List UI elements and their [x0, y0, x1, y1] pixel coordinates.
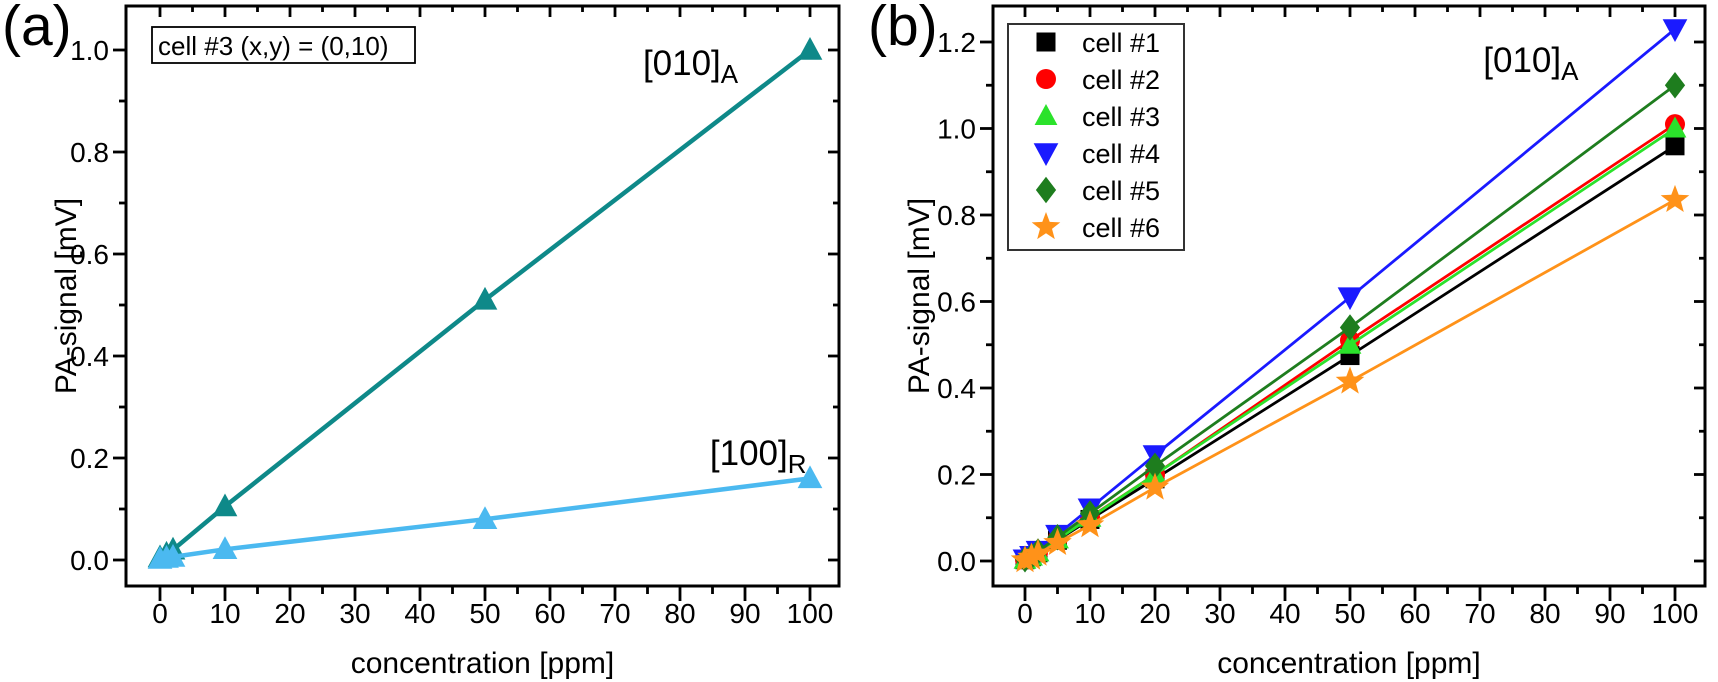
legend-marker-square [1036, 32, 1056, 52]
y-tick-label: 1.0 [70, 35, 109, 66]
y-axis-title: PA-signal [mV] [50, 198, 83, 394]
x-tick-label: 60 [1399, 598, 1430, 629]
x-tick-label: 90 [1594, 598, 1625, 629]
legend-label: cell #3 [1082, 102, 1160, 132]
chart-panel-a: 0 10 20 30 40 50 60 70 80 90 100 0.0 0.2 0.4 0.6 0.8 1.0… [50, 4, 841, 680]
data-point-cell-5 [1664, 72, 1686, 99]
annotation-box [151, 26, 416, 64]
data-point-010 [472, 286, 498, 310]
x-tick-label: 60 [534, 598, 565, 629]
x-tick-label: 80 [664, 598, 695, 629]
data-point-cell-3 [1338, 332, 1362, 354]
y-tick-label: 0.8 [70, 137, 109, 168]
x-axis-title: concentration [ppm] [351, 647, 614, 680]
legend-marker-circle [1036, 69, 1056, 89]
legend-item-cell-4: cell #4 [1033, 139, 1160, 169]
data-point-cell-3 [1663, 116, 1687, 138]
y-tick-label: 0.6 [937, 287, 976, 318]
legend-marker-triangle-down [1033, 143, 1059, 166]
x-tick-label: 50 [1334, 598, 1365, 629]
x-tick-label: 80 [1529, 598, 1560, 629]
legend-item-cell-2: cell #2 [1036, 65, 1160, 95]
x-tick-label: 40 [404, 598, 435, 629]
data-point-cell-5 [1339, 314, 1361, 341]
x-tick-label: 0 [152, 598, 168, 629]
panel-a-label: (a) [2, 0, 72, 58]
data-point-cell-6 [1660, 184, 1690, 212]
series-label-100-r: [100]R [710, 434, 807, 479]
legend-marker-star [1031, 212, 1061, 240]
legend-label: cell #4 [1082, 139, 1160, 169]
x-tick-label: 30 [1204, 598, 1235, 629]
y-tick-label: 0.0 [937, 546, 976, 577]
x-axis-title: concentration [ppm] [1217, 647, 1480, 680]
y-tick-label: 0.2 [70, 443, 109, 474]
x-tick-label: 90 [729, 598, 760, 629]
x-tick-label: 50 [469, 598, 500, 629]
data-point-cell-6 [1043, 527, 1072, 555]
x-tick-label: 40 [1269, 598, 1300, 629]
annotation-text: cell #3 (x,y) = (0,10) [158, 31, 388, 61]
data-point-100 [160, 543, 186, 567]
legend-label: cell #5 [1082, 176, 1160, 206]
y-tick-label: 0.0 [70, 545, 109, 576]
x-tick-label: 100 [1652, 598, 1699, 629]
data-point-cell-4 [1337, 287, 1363, 311]
data-point-cell-6 [1335, 366, 1365, 394]
data-point-010 [212, 493, 238, 517]
axis-frame [124, 4, 841, 588]
y-tick-label: 0.4 [937, 373, 976, 404]
data-point-cell-4 [1662, 19, 1688, 43]
legend-item-cell-3: cell #3 [1034, 102, 1160, 132]
series-label-010-a: [010]A [643, 44, 739, 89]
x-tick-label: 70 [599, 598, 630, 629]
x-tick-label: 20 [1139, 598, 1170, 629]
data-point-cell-6 [1075, 510, 1105, 538]
data-point-010 [797, 37, 823, 60]
x-tick-label: 20 [274, 598, 305, 629]
data-point-100 [212, 536, 238, 560]
legend-marker-triangle-up [1034, 104, 1058, 125]
y-tick-label: 0.6 [70, 239, 109, 270]
x-tick-label: 30 [339, 598, 370, 629]
data-point-100 [797, 465, 823, 489]
x-tick-label: 10 [1074, 598, 1105, 629]
data-point-cell-6 [1023, 538, 1053, 566]
legend-item-cell-5: cell #5 [1035, 176, 1160, 206]
data-point-cell-6 [1140, 472, 1170, 500]
y-tick-label: 1.0 [937, 114, 976, 145]
y-tick-label: 0.2 [937, 460, 976, 491]
x-tick-label: 0 [1017, 598, 1033, 629]
chart-panel-b: 0 10 20 30 40 50 60 70 80 90 100 0.0 0.2 0.4 0.6 0.8 1.0… [903, 4, 1707, 680]
legend: cell #1 cell #2 cell #3 cell #4 cell #5 cell … [1007, 23, 1185, 251]
x-tick-label: 10 [209, 598, 240, 629]
data-point-cell-6 [1017, 542, 1046, 570]
legend-item-cell-6: cell #6 [1031, 212, 1160, 243]
x-tick-label: 70 [1464, 598, 1495, 629]
x-tick-label: 100 [787, 598, 834, 629]
y-axis-title: PA-signal [mV] [903, 198, 936, 394]
y-tick-label: 0.8 [937, 200, 976, 231]
legend-label: cell #1 [1082, 28, 1160, 58]
panel-b-label: (b) [868, 0, 938, 58]
data-point-100 [472, 506, 498, 529]
legend-label: cell #6 [1082, 213, 1160, 243]
series-label-010-a: [010]A [1483, 41, 1579, 86]
data-point-cell-5 [1144, 452, 1166, 480]
y-tick-label: 0.4 [70, 341, 109, 372]
legend-marker-diamond [1035, 176, 1057, 204]
legend-box [1007, 23, 1185, 251]
data-point-cell-1 [1665, 136, 1685, 156]
y-tick-label: 1.2 [937, 27, 976, 58]
legend-item-cell-1: cell #1 [1036, 28, 1160, 58]
legend-label: cell #2 [1082, 65, 1160, 95]
